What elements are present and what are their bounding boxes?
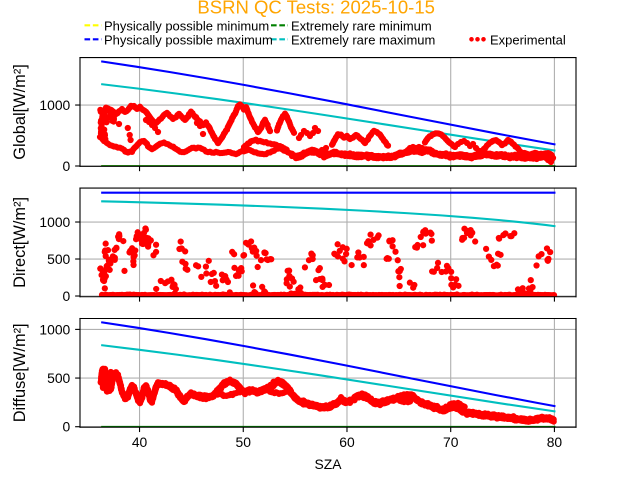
svg-text:60: 60 [339, 434, 355, 450]
svg-text:1000: 1000 [39, 321, 70, 337]
svg-text:BSRN QC Tests: 2025-10-15: BSRN QC Tests: 2025-10-15 [197, 0, 435, 17]
svg-text:Direct[W/m²]: Direct[W/m²] [11, 197, 29, 288]
svg-text:40: 40 [132, 434, 148, 450]
svg-text:500: 500 [47, 370, 70, 386]
svg-text:Extremely rare maximum: Extremely rare maximum [291, 32, 435, 47]
svg-text:80: 80 [547, 434, 563, 450]
svg-text:0: 0 [63, 288, 71, 304]
svg-text:50: 50 [236, 434, 252, 450]
svg-text:Diffuse[W/m²]: Diffuse[W/m²] [11, 323, 29, 422]
svg-text:Global[W/m²]: Global[W/m²] [11, 64, 29, 160]
svg-text:0: 0 [63, 158, 71, 174]
svg-text:SZA: SZA [315, 456, 343, 472]
svg-text:Experimental: Experimental [490, 32, 566, 47]
svg-text:Physically possible minimum: Physically possible minimum [104, 18, 269, 33]
svg-text:70: 70 [443, 434, 459, 450]
svg-text:0: 0 [63, 419, 71, 435]
svg-text:500: 500 [47, 251, 70, 267]
svg-text:Physically possible maximum: Physically possible maximum [104, 32, 273, 47]
svg-text:1000: 1000 [39, 214, 70, 230]
svg-text:Extremely rare minimum: Extremely rare minimum [291, 18, 432, 33]
svg-text:1000: 1000 [39, 97, 70, 113]
